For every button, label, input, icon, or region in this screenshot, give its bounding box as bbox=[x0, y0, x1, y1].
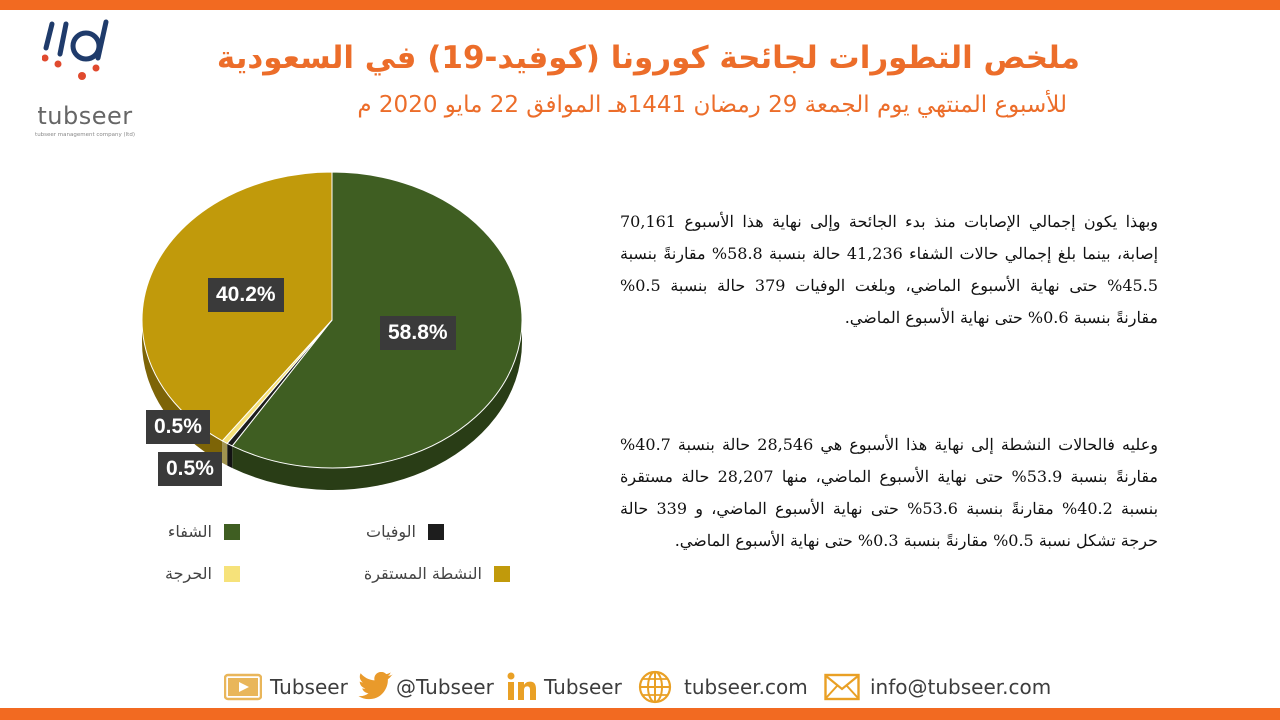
footer-linkedin-text: Tubseer bbox=[544, 675, 622, 699]
legend-item-active-stable: النشطة المستقرة bbox=[364, 564, 510, 583]
legend-item-critical: الحرجة bbox=[165, 564, 240, 583]
logo-tagline: tubseer management company (ltd) bbox=[35, 132, 135, 138]
footer-email[interactable]: info@tubseer.com bbox=[824, 666, 1051, 708]
pie-side-deaths bbox=[227, 443, 233, 468]
legend-label-recovered: الشفاء bbox=[167, 522, 212, 541]
footer-linkedin[interactable]: Tubseer bbox=[506, 666, 622, 708]
legend-swatch-recovered bbox=[224, 523, 240, 540]
pie-label-recovered: 58.8% bbox=[380, 316, 456, 350]
footer-youtube[interactable]: Tubseer bbox=[224, 666, 348, 708]
top-accent-bar bbox=[0, 0, 1280, 10]
legend-swatch-active-stable bbox=[494, 565, 510, 582]
envelope-icon bbox=[824, 673, 860, 701]
chart-legend: الشفاء الوفيات الحرجة النشطة المستقرة bbox=[140, 518, 540, 598]
pie-label-deaths: 0.5% bbox=[158, 452, 222, 486]
pie-side-critical bbox=[222, 440, 228, 466]
pie-label-active-stable: 40.2% bbox=[208, 278, 284, 312]
legend-swatch-critical bbox=[224, 565, 240, 582]
footer-contacts: Tubseer @Tubseer Tubseer tubseer.com bbox=[210, 666, 1090, 708]
pie-slice-recovered bbox=[231, 171, 523, 469]
pie-side-recovered bbox=[232, 320, 522, 491]
footer-twitter-text: @Tubseer bbox=[396, 675, 494, 699]
page-title: ملخص التطورات لجائحة كورونا (كوفيد-19) ف… bbox=[216, 40, 1080, 76]
youtube-icon bbox=[224, 673, 262, 701]
footer-email-text: info@tubseer.com bbox=[870, 675, 1052, 699]
legend-label-deaths: الوفيات bbox=[366, 522, 416, 541]
summary-paragraph-active: وعليه فالحالات النشطة إلى نهاية هذا الأس… bbox=[620, 435, 1159, 550]
legend-label-active-stable: النشطة المستقرة bbox=[363, 564, 482, 583]
pie-chart: 58.8% 40.2% 0.5% 0.5% bbox=[120, 160, 540, 520]
footer-website[interactable]: tubseer.com bbox=[638, 666, 808, 708]
legend-item-deaths: الوفيات bbox=[366, 522, 444, 541]
twitter-icon bbox=[358, 672, 393, 700]
globe-icon bbox=[638, 670, 672, 704]
footer-twitter[interactable]: @Tubseer bbox=[358, 666, 494, 708]
page-subtitle: للأسبوع المنتهي يوم الجمعة 29 رمضان 1441… bbox=[357, 92, 1067, 118]
pie-side-active-stable bbox=[142, 320, 223, 463]
legend-label-critical: الحرجة bbox=[165, 564, 212, 583]
summary-paragraph-totals: وبهذا يكون إجمالي الإصابات منذ بدء الجائ… bbox=[620, 212, 1159, 327]
footer-website-text: tubseer.com bbox=[684, 675, 808, 699]
tubseer-logo: tubseer tubseer management company (ltd) bbox=[26, 18, 146, 143]
pie-label-critical: 0.5% bbox=[146, 410, 210, 444]
legend-swatch-deaths bbox=[428, 523, 444, 540]
footer-youtube-text: Tubseer bbox=[270, 675, 348, 699]
logo-wordmark: tubseer bbox=[37, 102, 133, 130]
linkedin-icon bbox=[507, 672, 536, 700]
logo-mark-icon bbox=[42, 19, 109, 80]
bottom-accent-bar bbox=[0, 708, 1280, 720]
legend-item-recovered: الشفاء bbox=[168, 522, 240, 541]
